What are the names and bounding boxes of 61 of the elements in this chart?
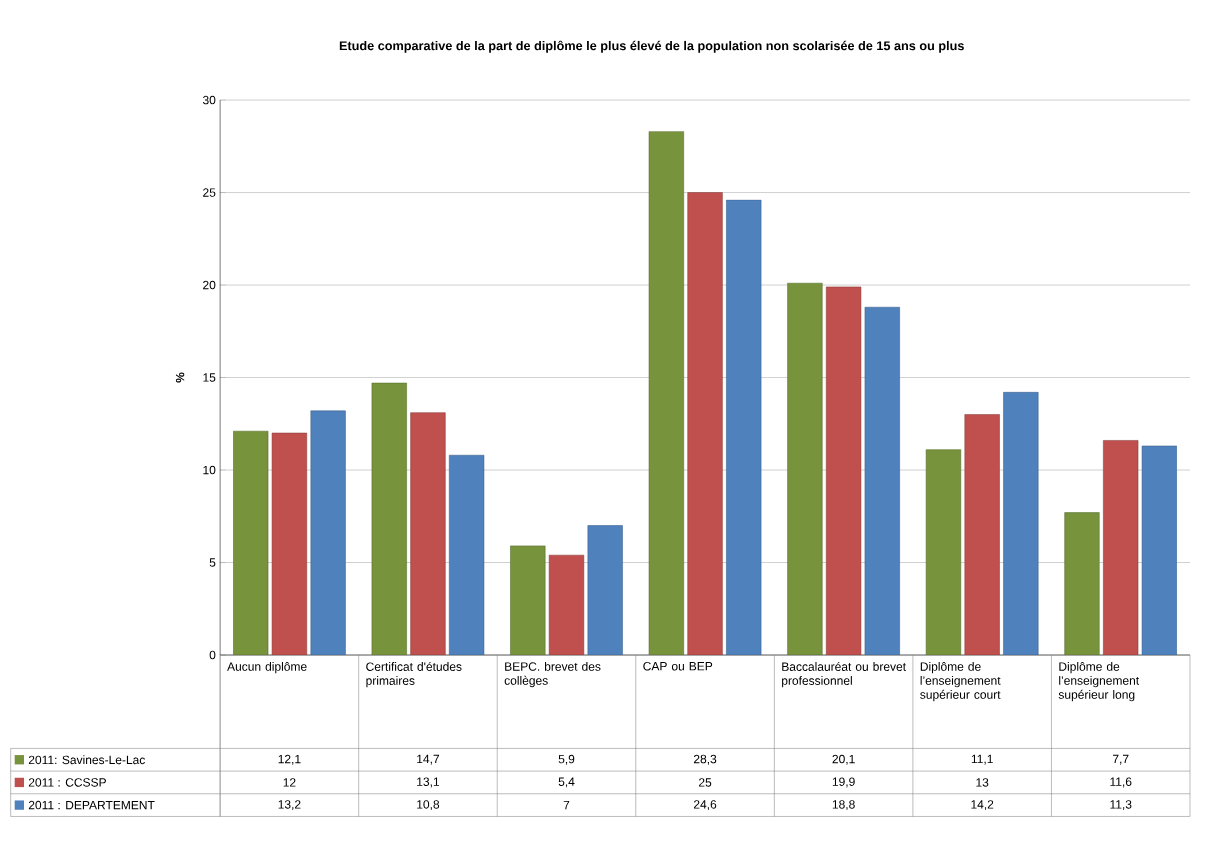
data-label: 20,1	[832, 754, 855, 765]
bar	[1141, 445, 1178, 655]
data-label: 7	[563, 800, 570, 810]
bar	[1003, 392, 1039, 655]
data-label: 14,2	[971, 800, 994, 810]
bar	[687, 192, 723, 655]
bar	[648, 131, 684, 655]
bar	[1064, 512, 1100, 655]
bar	[510, 545, 546, 655]
bar	[964, 414, 1000, 655]
data-label: 19,9	[832, 777, 855, 788]
y-tick-label: 20	[203, 280, 216, 290]
bar	[787, 282, 823, 655]
chart-title: Etude comparative de la part de diplôme le plus élevé de la population non scolarisée de 15 ans ou plus	[339, 40, 964, 53]
bar	[825, 286, 862, 655]
y-tick-label: 25	[203, 188, 216, 197]
data-label: 12,1	[278, 754, 301, 765]
legend-label: 2011 : DEPARTEMENT	[28, 800, 155, 810]
x-tick-label: Certificat d'études primaires	[366, 661, 462, 688]
y-tick-label: 30	[202, 95, 216, 105]
data-label: 13,1	[417, 777, 440, 788]
data-label: 7,7	[1112, 754, 1129, 765]
x-tick-label: BEPC. brevet des collèges	[504, 661, 601, 688]
bar	[371, 382, 407, 655]
x-tick-label: CAP ou BEP	[643, 661, 713, 671]
bar	[548, 554, 585, 655]
y-axis-title: %	[175, 372, 185, 383]
data-label: 11,6	[1110, 777, 1132, 788]
data-label: 5,4	[558, 777, 575, 788]
data-label: 13,2	[278, 800, 301, 810]
x-tick-label: Baccalauréat ou brevet professionnel	[782, 661, 906, 688]
bar	[726, 199, 762, 655]
x-tick-label: Aucun diplôme	[227, 661, 307, 674]
bar	[410, 412, 446, 655]
data-label: 5,9	[558, 754, 575, 765]
data-label: 24,6	[693, 800, 717, 810]
legend-label: 2011 : CCSSP	[28, 778, 106, 787]
data-label: 25	[698, 778, 712, 787]
bar	[310, 410, 346, 655]
data-label: 11,3	[1110, 800, 1132, 810]
data-label: 11,1	[971, 754, 993, 765]
bar	[925, 449, 962, 655]
y-tick-label: 0	[209, 650, 216, 660]
bar	[449, 454, 485, 655]
x-tick-label: Diplôme de l’enseignement supérieur long	[1058, 661, 1140, 702]
data-label: 13	[976, 778, 989, 787]
bar	[587, 525, 623, 655]
y-tick-label: 15	[203, 373, 216, 382]
bar	[864, 306, 900, 655]
legend-label: 2011: Savines-Le-Lac	[28, 755, 145, 765]
data-label: 10,8	[417, 800, 440, 810]
data-label: 14,7	[417, 754, 440, 765]
y-tick-label: 5	[209, 558, 216, 567]
bar	[1103, 440, 1139, 655]
x-tick-label: Diplôme de l’enseignement supérieur court	[920, 661, 1001, 702]
data-label: 28,3	[693, 754, 717, 765]
bar	[271, 432, 308, 655]
y-tick-label: 10	[203, 465, 216, 475]
data-label: 12	[283, 778, 296, 787]
bar	[233, 430, 269, 655]
data-label: 18,8	[832, 800, 855, 810]
